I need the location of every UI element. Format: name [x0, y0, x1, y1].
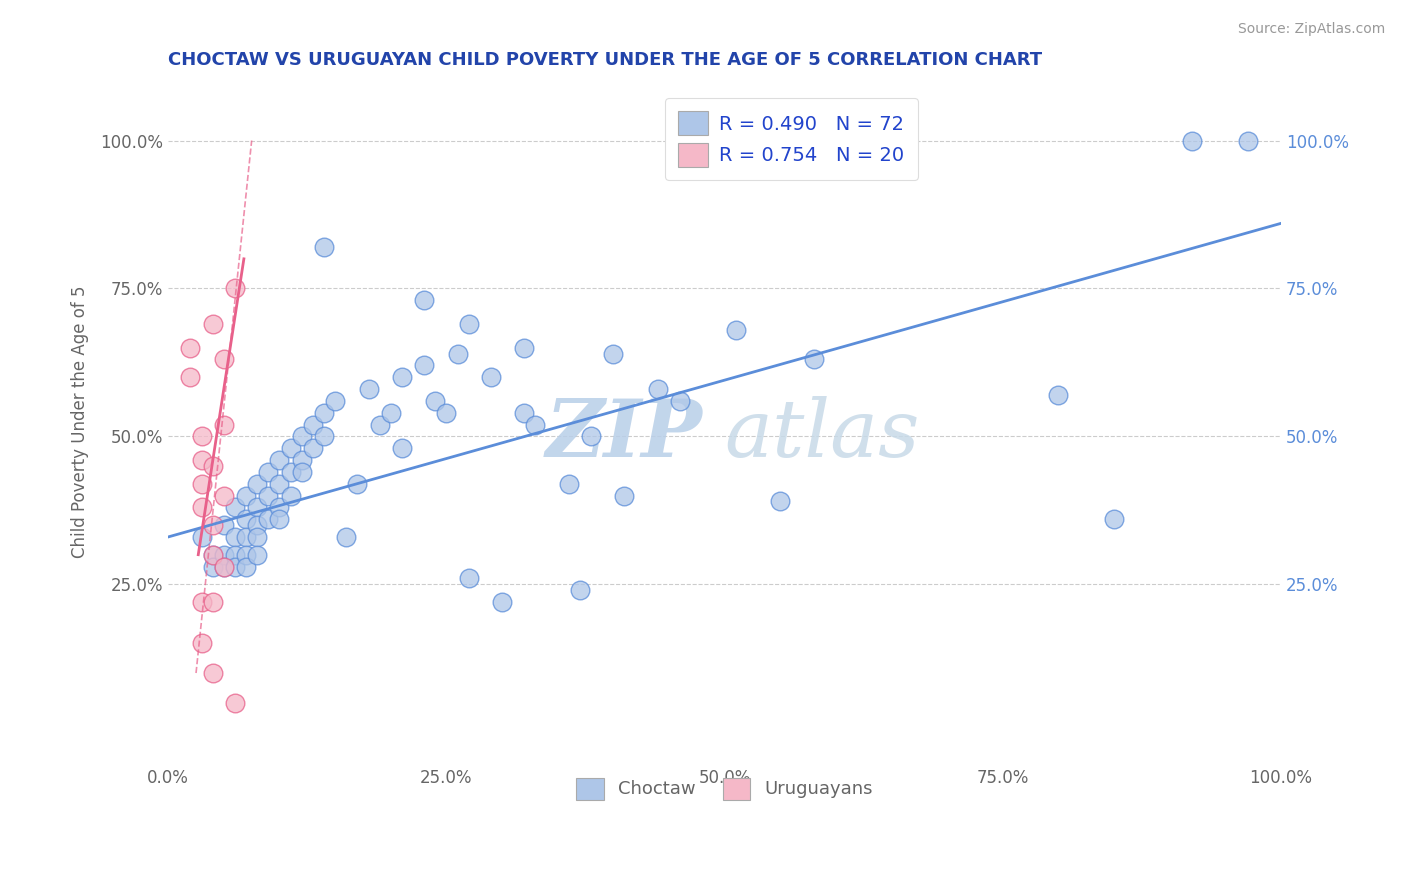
Point — [280, 489, 302, 503]
Point — [302, 417, 325, 432]
Point — [323, 393, 346, 408]
Point — [246, 500, 269, 515]
Point — [724, 323, 747, 337]
Point — [235, 489, 257, 503]
Point — [212, 518, 235, 533]
Point — [235, 559, 257, 574]
Point — [558, 476, 581, 491]
Point — [413, 293, 436, 308]
Point — [380, 406, 402, 420]
Point — [312, 406, 335, 420]
Point — [769, 494, 792, 508]
Point — [190, 476, 212, 491]
Point — [280, 441, 302, 455]
Point — [457, 317, 479, 331]
Point — [391, 370, 413, 384]
Point — [235, 530, 257, 544]
Point — [302, 441, 325, 455]
Point — [201, 518, 224, 533]
Point — [257, 512, 280, 526]
Point — [312, 240, 335, 254]
Point — [579, 429, 602, 443]
Point — [669, 393, 692, 408]
Point — [1102, 512, 1125, 526]
Point — [179, 370, 201, 384]
Point — [212, 559, 235, 574]
Text: CHOCTAW VS URUGUAYAN CHILD POVERTY UNDER THE AGE OF 5 CORRELATION CHART: CHOCTAW VS URUGUAYAN CHILD POVERTY UNDER… — [169, 51, 1042, 69]
Point — [434, 406, 457, 420]
Point — [224, 281, 246, 295]
Point — [201, 548, 224, 562]
Point — [602, 346, 624, 360]
Point — [269, 476, 291, 491]
Text: atlas: atlas — [724, 396, 920, 474]
Point — [479, 370, 502, 384]
Point — [280, 465, 302, 479]
Point — [457, 571, 479, 585]
Text: ZIP: ZIP — [546, 396, 703, 474]
Point — [291, 429, 314, 443]
Point — [346, 476, 368, 491]
Point — [335, 530, 357, 544]
Point — [246, 530, 269, 544]
Point — [235, 548, 257, 562]
Point — [179, 341, 201, 355]
Point — [803, 352, 825, 367]
Point — [224, 500, 246, 515]
Point — [291, 453, 314, 467]
Point — [524, 417, 547, 432]
Point — [269, 512, 291, 526]
Point — [513, 341, 536, 355]
Point — [212, 548, 235, 562]
Point — [568, 583, 591, 598]
Point — [269, 453, 291, 467]
Point — [413, 359, 436, 373]
Point — [357, 382, 380, 396]
Point — [291, 465, 314, 479]
Point — [224, 696, 246, 710]
Point — [190, 595, 212, 609]
Point — [368, 417, 391, 432]
Point — [513, 406, 536, 420]
Point — [190, 429, 212, 443]
Legend: Choctaw, Uruguayans: Choctaw, Uruguayans — [562, 763, 887, 814]
Point — [613, 489, 636, 503]
Point — [257, 465, 280, 479]
Point — [391, 441, 413, 455]
Point — [190, 500, 212, 515]
Point — [1047, 388, 1070, 402]
Point — [212, 489, 235, 503]
Point — [1236, 134, 1258, 148]
Point — [190, 636, 212, 650]
Point — [190, 453, 212, 467]
Point — [201, 317, 224, 331]
Point — [246, 518, 269, 533]
Text: Source: ZipAtlas.com: Source: ZipAtlas.com — [1237, 22, 1385, 37]
Point — [201, 458, 224, 473]
Point — [1181, 134, 1204, 148]
Point — [201, 559, 224, 574]
Point — [212, 417, 235, 432]
Point — [235, 512, 257, 526]
Point — [425, 393, 447, 408]
Point — [224, 548, 246, 562]
Point — [446, 346, 468, 360]
Point — [269, 500, 291, 515]
Point — [491, 595, 513, 609]
Point — [257, 489, 280, 503]
Point — [201, 666, 224, 681]
Point — [201, 548, 224, 562]
Point — [224, 530, 246, 544]
Point — [647, 382, 669, 396]
Point — [224, 559, 246, 574]
Y-axis label: Child Poverty Under the Age of 5: Child Poverty Under the Age of 5 — [72, 285, 89, 558]
Point — [201, 595, 224, 609]
Point — [312, 429, 335, 443]
Point — [246, 548, 269, 562]
Point — [190, 530, 212, 544]
Point — [212, 559, 235, 574]
Point — [246, 476, 269, 491]
Point — [212, 352, 235, 367]
